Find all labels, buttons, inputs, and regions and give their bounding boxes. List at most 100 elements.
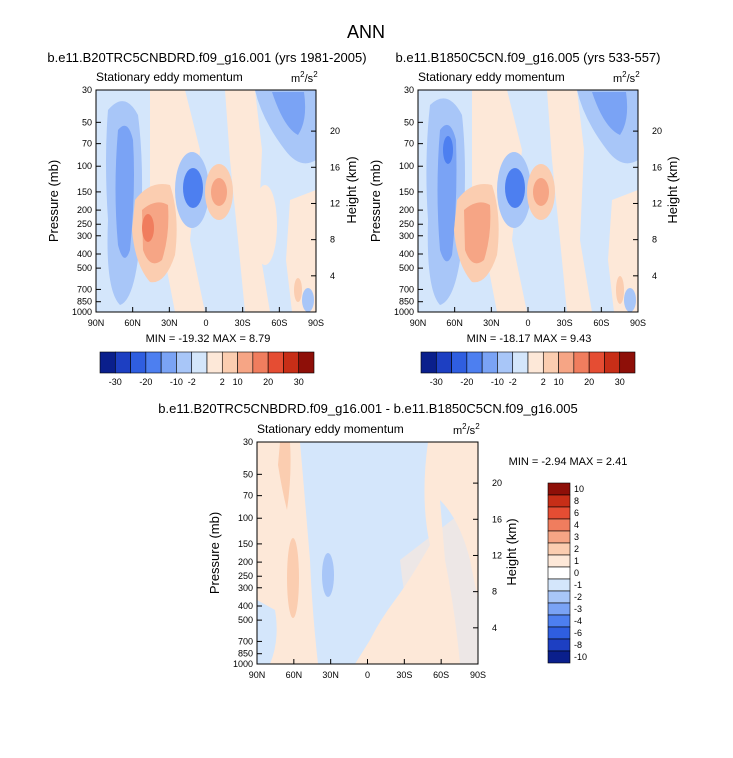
colorbar-swatch xyxy=(497,351,514,374)
colorbar-swatch xyxy=(114,351,131,374)
colorbar-label: 30 xyxy=(615,377,625,387)
units-base: m xyxy=(453,425,462,437)
panel-a-title: b.e11.B20TRC5CNBDRD.f09_g16.001 (yrs 198… xyxy=(47,50,366,65)
colorbar-label: 10 xyxy=(574,484,584,494)
panel-b-ylabel: Pressure (mb) xyxy=(368,160,383,242)
panel-c-title: b.e11.B20TRC5CNBDRD.f09_g16.001 - b.e11.… xyxy=(158,401,577,416)
x-tick-label: 60S xyxy=(593,318,609,328)
units-sep: /s xyxy=(627,73,636,85)
y-tick-label: 50 xyxy=(82,117,92,127)
y-tick-label: 250 xyxy=(399,219,414,229)
colorbar-swatch xyxy=(547,542,571,556)
y2-tick-label: 4 xyxy=(330,271,335,281)
units-exp2: 2 xyxy=(475,422,480,431)
x-tick-label: 90S xyxy=(470,670,486,680)
colorbar-label: -20 xyxy=(139,377,152,387)
colorbar-swatch xyxy=(160,351,177,374)
colorbar-swatch xyxy=(604,351,621,374)
y2-tick-label: 16 xyxy=(652,162,662,172)
y2-tick-label: 12 xyxy=(492,550,502,560)
x-tick-label: 30N xyxy=(322,670,339,680)
colorbar-label: 10 xyxy=(233,377,243,387)
panel-b: b.e11.B1850C5CN.f09_g16.005 (yrs 533-557… xyxy=(368,50,680,387)
panel-a-field xyxy=(96,90,316,312)
x-tick-label: 60N xyxy=(286,670,303,680)
x-tick-label: 60S xyxy=(433,670,449,680)
x-tick-label: 90S xyxy=(308,318,324,328)
y-tick-label: 200 xyxy=(238,557,253,567)
panel-c-field xyxy=(257,442,478,664)
colorbar-swatch xyxy=(221,351,238,374)
panel-c-ylabel: Pressure (mb) xyxy=(207,512,222,594)
colorbar-swatch xyxy=(547,638,571,652)
units-exp2: 2 xyxy=(313,70,318,79)
panel-a-ylabel: Pressure (mb) xyxy=(46,160,61,242)
y-tick-label: 1000 xyxy=(394,307,414,317)
y-tick-label: 100 xyxy=(238,513,253,523)
colorbar-swatch xyxy=(547,518,571,532)
units-exp2: 2 xyxy=(635,70,640,79)
main-title: ANN xyxy=(347,22,385,42)
y-tick-label: 70 xyxy=(243,491,253,501)
x-tick-label: 90S xyxy=(630,318,646,328)
y-tick-label: 150 xyxy=(238,539,253,549)
colorbar-swatch xyxy=(481,351,498,374)
panel-a: b.e11.B20TRC5CNBDRD.f09_g16.001 (yrs 198… xyxy=(46,50,367,387)
y-tick-label: 30 xyxy=(404,85,414,95)
y-tick-label: 400 xyxy=(399,249,414,259)
x-tick-label: 30N xyxy=(483,318,500,328)
colorbar-swatch xyxy=(547,590,571,604)
y-tick-label: 200 xyxy=(77,205,92,215)
y-tick-label: 300 xyxy=(238,583,253,593)
units-exp: 2 xyxy=(300,70,305,79)
units-exp: 2 xyxy=(462,422,467,431)
y-tick-label: 850 xyxy=(238,649,253,659)
colorbar-label: -20 xyxy=(460,377,473,387)
y2-tick-label: 12 xyxy=(652,198,662,208)
x-tick-label: 30S xyxy=(396,670,412,680)
y-tick-label: 70 xyxy=(82,139,92,149)
colorbar-label: 1 xyxy=(574,556,579,566)
panel-b-field xyxy=(418,90,638,312)
colorbar-label: 6 xyxy=(574,508,579,518)
x-tick-label: 0 xyxy=(525,318,530,328)
y-tick-label: 500 xyxy=(238,615,253,625)
panel-b-x-ticks: 90N 60N 30N 0 30S 60S 90S xyxy=(410,307,646,328)
y2-tick-label: 20 xyxy=(492,478,502,488)
panel-b-subtitle: Stationary eddy momentum xyxy=(418,70,565,84)
x-tick-label: 90N xyxy=(88,318,105,328)
colorbar-swatch xyxy=(420,351,437,374)
panel-b-units: m2/s2 xyxy=(613,70,640,85)
y-tick-label: 30 xyxy=(243,437,253,447)
colorbar-swatch xyxy=(542,351,559,374)
x-tick-label: 30N xyxy=(161,318,178,328)
colorbar-swatch xyxy=(619,351,636,374)
units-exp: 2 xyxy=(622,70,627,79)
y-tick-label: 700 xyxy=(238,636,253,646)
colorbar-label: -10 xyxy=(574,652,587,662)
y2-tick-label: 20 xyxy=(330,126,340,136)
colorbar-swatch xyxy=(547,506,571,520)
y-tick-label: 50 xyxy=(404,117,414,127)
colorbar-label: 4 xyxy=(574,520,579,530)
colorbar-swatch xyxy=(573,351,590,374)
colorbar-label: -3 xyxy=(574,604,582,614)
panel-b-stats: MIN = -18.17 MAX = 9.43 xyxy=(467,333,592,345)
panel-c-units: m2/s2 xyxy=(453,422,480,437)
x-tick-label: 90N xyxy=(249,670,266,680)
panel-c-subtitle: Stationary eddy momentum xyxy=(257,422,404,436)
colorbar-label: -2 xyxy=(188,377,196,387)
units-sep: /s xyxy=(467,425,476,437)
y2-tick-label: 8 xyxy=(330,235,335,245)
y-tick-label: 50 xyxy=(243,469,253,479)
x-tick-label: 30S xyxy=(235,318,251,328)
panel-c-stats: MIN = -2.94 MAX = 2.41 xyxy=(509,456,628,468)
x-tick-label: 0 xyxy=(365,670,370,680)
colorbar-swatch xyxy=(558,351,575,374)
colorbar-label: -4 xyxy=(574,616,582,626)
y2-tick-label: 8 xyxy=(492,587,497,597)
colorbar-label: -2 xyxy=(509,377,517,387)
